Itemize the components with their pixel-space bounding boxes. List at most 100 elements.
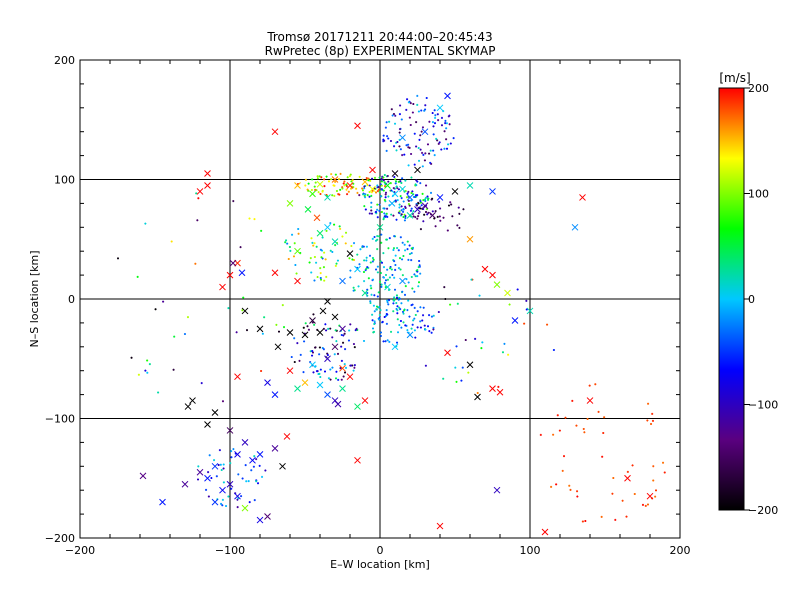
data-point xyxy=(386,278,389,281)
data-point xyxy=(564,416,567,419)
data-point xyxy=(418,264,421,267)
data-point xyxy=(377,291,380,294)
data-point xyxy=(371,260,374,263)
x-tick-label: 0 xyxy=(377,544,384,557)
data-point xyxy=(413,329,416,332)
data-point-x xyxy=(286,329,294,336)
data-point xyxy=(370,293,373,296)
data-point xyxy=(319,272,322,275)
data-point xyxy=(432,125,435,128)
colorbar-label: [m/s] xyxy=(719,71,750,85)
data-point xyxy=(344,371,347,374)
data-point-x xyxy=(294,247,301,255)
data-point xyxy=(454,366,457,369)
data-point xyxy=(568,484,571,487)
data-point xyxy=(399,268,402,271)
data-point xyxy=(330,178,333,181)
data-point xyxy=(307,328,310,331)
data-point-x xyxy=(334,400,342,408)
data-point xyxy=(345,366,348,369)
data-point-x xyxy=(238,269,246,277)
data-point-x xyxy=(226,271,234,279)
y-tick-label: 200 xyxy=(54,54,75,67)
data-point xyxy=(394,122,397,125)
data-point xyxy=(244,464,247,467)
data-point xyxy=(329,327,332,330)
data-point xyxy=(323,185,326,188)
data-point xyxy=(157,391,160,394)
data-point xyxy=(372,278,375,281)
data-point xyxy=(431,121,434,124)
data-point xyxy=(404,285,407,288)
data-point xyxy=(450,203,453,206)
data-point xyxy=(443,130,446,133)
data-point xyxy=(241,477,244,480)
data-point-x xyxy=(451,188,459,195)
data-point-x xyxy=(586,397,594,404)
data-point xyxy=(291,233,294,236)
data-point xyxy=(398,206,401,209)
data-point xyxy=(292,255,295,258)
data-point xyxy=(344,348,347,351)
chart-title: Tromsø 20171211 20:44:00–20:45:43 xyxy=(266,30,492,44)
data-point xyxy=(207,495,210,498)
data-point xyxy=(539,433,542,436)
data-point xyxy=(318,353,321,356)
data-point xyxy=(314,365,317,368)
data-point xyxy=(398,203,401,206)
axis-ticks: −200−200 −100 −100 0 0 100 100 200 200 xyxy=(45,54,691,557)
data-point xyxy=(319,192,322,195)
data-point-x xyxy=(444,349,451,357)
data-point xyxy=(217,464,220,467)
data-point xyxy=(409,123,412,126)
data-point xyxy=(428,120,431,123)
data-point xyxy=(372,327,374,330)
data-point xyxy=(339,367,342,370)
data-point xyxy=(470,278,473,281)
data-point xyxy=(405,144,408,147)
data-point xyxy=(357,285,360,288)
data-point xyxy=(370,201,373,204)
data-point-x xyxy=(399,277,406,285)
data-point xyxy=(432,133,435,136)
data-point xyxy=(467,371,470,374)
data-point-x xyxy=(294,182,301,189)
data-point xyxy=(392,247,395,250)
data-point xyxy=(556,414,559,417)
data-point xyxy=(434,210,437,213)
data-point xyxy=(411,212,414,215)
x-tick-label: −200 xyxy=(65,544,95,557)
data-point xyxy=(381,188,384,191)
data-point xyxy=(219,463,222,466)
data-point xyxy=(322,327,325,330)
data-point xyxy=(399,319,402,322)
data-point xyxy=(434,116,437,119)
data-point xyxy=(407,146,410,149)
data-point xyxy=(403,243,406,246)
data-point xyxy=(394,178,397,181)
data-point xyxy=(318,346,321,349)
data-point xyxy=(402,208,405,211)
data-point xyxy=(398,113,401,116)
data-point xyxy=(414,216,417,219)
data-point xyxy=(283,326,286,329)
data-point xyxy=(248,217,251,220)
data-point xyxy=(425,208,428,211)
data-point xyxy=(428,152,431,155)
grid-lines xyxy=(80,60,680,538)
data-point xyxy=(306,188,309,191)
data-point xyxy=(350,180,353,183)
data-point xyxy=(386,268,389,271)
data-point xyxy=(391,273,394,276)
data-point xyxy=(170,240,173,243)
data-point xyxy=(550,485,553,488)
data-point xyxy=(383,173,386,176)
data-point xyxy=(390,213,393,216)
data-point xyxy=(376,203,379,206)
data-point xyxy=(384,286,387,289)
data-point-x xyxy=(196,188,204,195)
data-point-x xyxy=(624,474,631,482)
data-point xyxy=(322,348,325,351)
data-point-x xyxy=(219,486,226,494)
